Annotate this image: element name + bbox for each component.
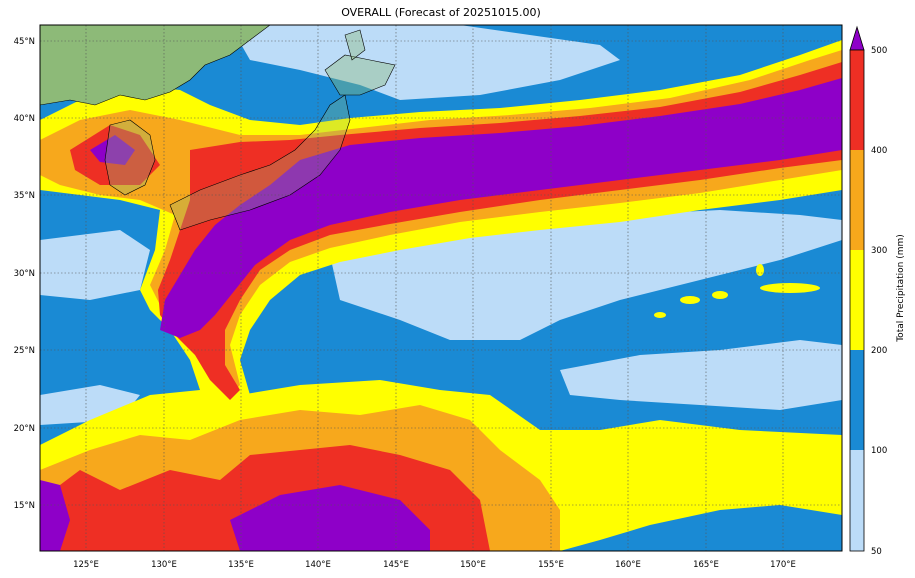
lat-tick-label: 15°N: [14, 501, 35, 511]
light-blue-east: [560, 340, 842, 410]
precip-field: [40, 25, 842, 551]
lat-tick-label: 20°N: [14, 424, 35, 434]
lat-axis: 45°N 40°N 35°N 30°N 25°N 20°N 15°N: [14, 37, 35, 511]
colorbar-segment-300-400: [850, 150, 864, 250]
colorbar-segment-400-500: [850, 50, 864, 150]
colorbar-tick-label: 500: [871, 46, 887, 56]
lon-tick-label: 125°E: [73, 560, 99, 570]
light-blue-north: [230, 25, 620, 100]
lat-tick-label: 45°N: [14, 37, 35, 47]
lat-tick-label: 40°N: [14, 114, 35, 124]
colorbar-segment-200-300: [850, 250, 864, 350]
colorbar-tick-label: 200: [871, 346, 887, 356]
map-frame: [39, 24, 843, 552]
light-blue-central: [330, 210, 842, 340]
lon-axis: 125°E 130°E 135°E 140°E 145°E 150°E 155°…: [73, 560, 796, 570]
colorbar-tick-label: 50: [871, 547, 882, 557]
colorbar-tick-label: 100: [871, 446, 887, 456]
purple-band: [90, 78, 842, 338]
lon-tick-label: 130°E: [151, 560, 177, 570]
lat-tick-label: 35°N: [14, 191, 35, 201]
lon-tick-label: 160°E: [615, 560, 641, 570]
lon-tick-label: 165°E: [693, 560, 719, 570]
lon-tick-label: 140°E: [305, 560, 331, 570]
land-asia: [40, 25, 271, 106]
purple-south: [230, 485, 430, 551]
colorbar: 500 400 300 200 100 50 Total Precipitati…: [849, 25, 906, 557]
colorbar-segment-50-100: [850, 450, 864, 551]
colorbar-tick-label: 300: [871, 246, 887, 256]
colorbar-extend-arrow: [849, 25, 865, 51]
light-blue-west: [40, 230, 150, 300]
map-title: OVERALL (Forecast of 20251015.00): [341, 6, 541, 19]
colorbar-segment-100-200: [850, 350, 864, 450]
lon-tick-label: 145°E: [383, 560, 409, 570]
lon-tick-label: 170°E: [770, 560, 796, 570]
purple-southwest: [40, 480, 70, 551]
land-korea: [104, 119, 156, 196]
land-hokkaido: [324, 54, 396, 96]
land-sakhalin: [344, 29, 366, 61]
land-japan: [169, 94, 351, 231]
lat-tick-label: 30°N: [14, 269, 35, 279]
colorbar-frame: [849, 49, 865, 552]
lon-tick-label: 155°E: [538, 560, 564, 570]
gridlines: [40, 25, 842, 551]
lon-tick-label: 135°E: [228, 560, 254, 570]
lon-tick-label: 150°E: [460, 560, 486, 570]
colorbar-label: Total Precipitation (mm): [896, 234, 906, 343]
lat-tick-label: 25°N: [14, 346, 35, 356]
colorbar-tick-label: 400: [871, 146, 887, 156]
